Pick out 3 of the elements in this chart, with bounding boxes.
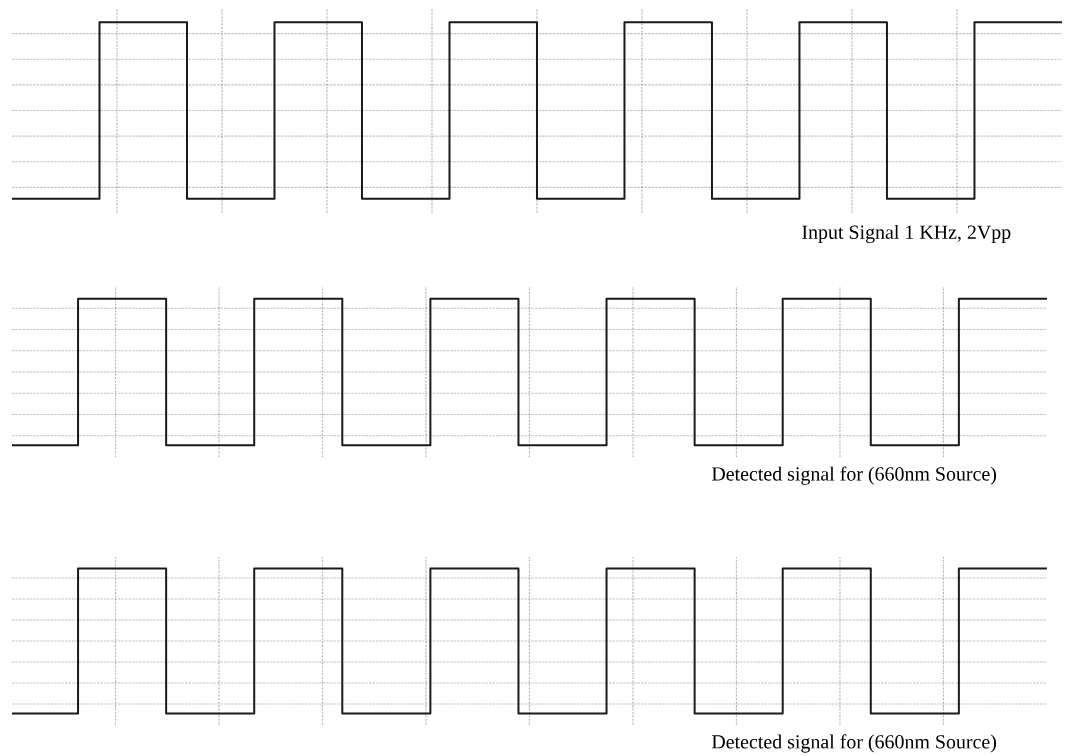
- text: Detected signal for (660nm Source): [711, 466, 997, 485]
- text: Detected signal for (660nm Source): [711, 734, 997, 753]
- text: Input Signal 1 KHz, 2Vpp: [802, 224, 1011, 244]
